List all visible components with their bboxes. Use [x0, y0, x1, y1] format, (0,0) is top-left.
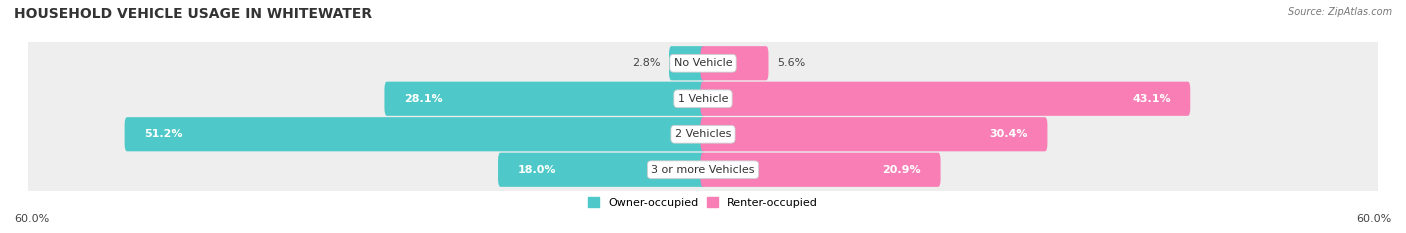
- Text: 30.4%: 30.4%: [990, 129, 1028, 139]
- Text: 43.1%: 43.1%: [1132, 94, 1171, 104]
- FancyBboxPatch shape: [15, 41, 1391, 86]
- FancyBboxPatch shape: [700, 82, 1191, 116]
- Text: HOUSEHOLD VEHICLE USAGE IN WHITEWATER: HOUSEHOLD VEHICLE USAGE IN WHITEWATER: [14, 7, 373, 21]
- FancyBboxPatch shape: [700, 46, 769, 80]
- FancyBboxPatch shape: [498, 153, 706, 187]
- FancyBboxPatch shape: [15, 147, 1391, 192]
- Text: 1 Vehicle: 1 Vehicle: [678, 94, 728, 104]
- FancyBboxPatch shape: [125, 117, 706, 151]
- Text: 28.1%: 28.1%: [404, 94, 443, 104]
- Text: 60.0%: 60.0%: [14, 214, 49, 224]
- Legend: Owner-occupied, Renter-occupied: Owner-occupied, Renter-occupied: [583, 193, 823, 212]
- Text: 20.9%: 20.9%: [883, 165, 921, 175]
- Text: 18.0%: 18.0%: [517, 165, 555, 175]
- Text: 3 or more Vehicles: 3 or more Vehicles: [651, 165, 755, 175]
- FancyBboxPatch shape: [700, 117, 1047, 151]
- FancyBboxPatch shape: [384, 82, 706, 116]
- FancyBboxPatch shape: [15, 76, 1391, 121]
- FancyBboxPatch shape: [700, 153, 941, 187]
- FancyBboxPatch shape: [15, 112, 1391, 157]
- FancyBboxPatch shape: [669, 46, 706, 80]
- Text: 60.0%: 60.0%: [1357, 214, 1392, 224]
- Text: 2.8%: 2.8%: [631, 58, 661, 68]
- Text: No Vehicle: No Vehicle: [673, 58, 733, 68]
- Text: Source: ZipAtlas.com: Source: ZipAtlas.com: [1288, 7, 1392, 17]
- Text: 51.2%: 51.2%: [143, 129, 183, 139]
- Text: 5.6%: 5.6%: [778, 58, 806, 68]
- Text: 2 Vehicles: 2 Vehicles: [675, 129, 731, 139]
